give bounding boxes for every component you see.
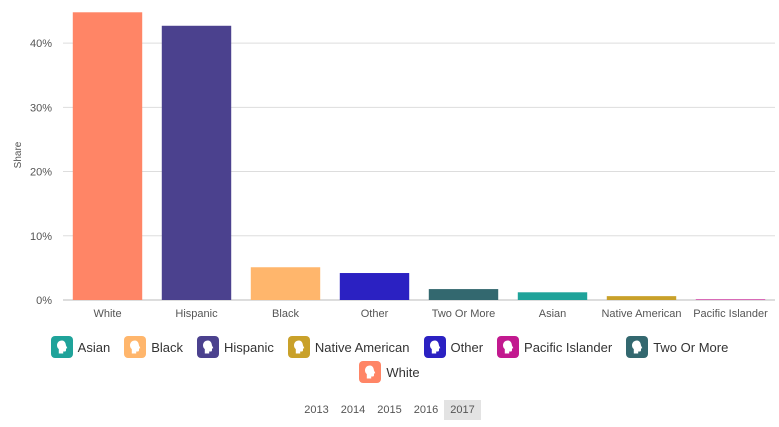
year-option-2017[interactable]: 2017 <box>444 400 481 420</box>
legend-item-pacific-islander[interactable]: Pacific Islander <box>497 336 612 358</box>
bar-native-american[interactable] <box>606 296 677 300</box>
y-tick-label: 30% <box>30 102 52 114</box>
year-option-2013[interactable]: 2013 <box>304 404 329 416</box>
legend-item-hispanic[interactable]: Hispanic <box>197 336 274 358</box>
year-option-2016[interactable]: 2016 <box>413 404 439 416</box>
person-head-icon <box>124 336 147 358</box>
bar-white[interactable] <box>72 12 143 300</box>
bar-other[interactable] <box>339 273 410 300</box>
legend-label: Native American <box>314 339 410 355</box>
bar-two-or-more[interactable] <box>428 289 499 300</box>
legend-item-black[interactable]: Black <box>124 336 183 358</box>
x-tick-label: Black <box>272 308 299 320</box>
x-tick-label: Two Or More <box>432 308 496 320</box>
legend-label: Asian <box>77 339 111 355</box>
legend-label: Hispanic <box>224 339 274 355</box>
legend-label: Pacific Islander <box>524 339 613 355</box>
x-tick-label: Other <box>361 308 389 320</box>
y-tick-label: 10% <box>30 231 52 243</box>
bar-black[interactable] <box>250 267 321 300</box>
legend-item-asian[interactable]: Asian <box>50 336 111 358</box>
legend-label: Other <box>450 339 484 355</box>
bar-hispanic[interactable] <box>161 25 232 300</box>
legend-item-other[interactable]: Other <box>423 336 484 358</box>
person-head-icon <box>423 336 446 358</box>
x-tick-label: Asian <box>539 308 567 320</box>
person-head-icon <box>359 361 382 383</box>
x-tick-label: Native American <box>601 308 681 320</box>
y-tick-label: 20% <box>30 167 52 179</box>
legend-label: Two Or More <box>653 339 729 355</box>
legend-item-native-american[interactable]: Native American <box>287 336 410 358</box>
person-head-icon <box>197 336 219 358</box>
x-axis-ticks: White Hispanic Black Other Two Or More Asian N… <box>93 308 768 320</box>
bar-pacific-islander[interactable] <box>695 299 766 300</box>
bar-asian[interactable] <box>517 292 588 300</box>
y-axis-label: Share <box>13 141 24 168</box>
legend-row: White <box>0 360 779 384</box>
y-tick-label: 40% <box>30 38 52 50</box>
year-selector: 2013 2014 2015 2016 2017 <box>0 400 779 420</box>
bars <box>72 12 766 300</box>
y-axis-ticks: 0% 10% 20% 30% 40% <box>30 38 52 307</box>
person-head-icon <box>626 336 649 358</box>
bar-chart: 0% 10% 20% 30% 40% Share White Hispanic Black O… <box>13 12 775 320</box>
person-head-icon <box>287 336 310 358</box>
y-tick-label: 0% <box>36 295 52 307</box>
legend-label: White <box>386 364 420 380</box>
year-option-2015[interactable]: 2015 <box>377 404 402 416</box>
legend-row: Asian Black Hispanic Native American Other Pa… <box>0 335 779 359</box>
legend: Asian Black Hispanic Native American Other Pa… <box>0 335 779 385</box>
legend-item-two-or-more[interactable]: Two Or More <box>626 336 728 358</box>
legend-label: Black <box>151 339 183 355</box>
legend-item-white[interactable]: White <box>359 361 420 383</box>
person-head-icon <box>497 336 520 358</box>
year-option-2014[interactable]: 2014 <box>340 404 366 416</box>
x-tick-label: Hispanic <box>175 308 218 320</box>
x-tick-label: Pacific Islander <box>693 308 768 320</box>
x-tick-label: White <box>93 308 121 320</box>
person-head-icon <box>50 336 73 358</box>
